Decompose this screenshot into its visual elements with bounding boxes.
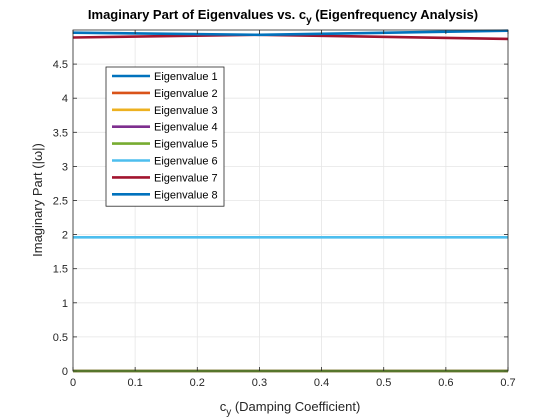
y-tick-label: 4.5 xyxy=(53,59,68,71)
x-axis-label-tail: (Damping Coefficient) xyxy=(231,399,360,414)
legend: Eigenvalue 1 Eigenvalue 2 Eigenvalue 3 Eige… xyxy=(105,66,225,207)
legend-item-eigenvalue-2: Eigenvalue 2 xyxy=(112,88,218,100)
chart-title-subscript: y xyxy=(306,15,312,26)
legend-label: Eigenvalue 8 xyxy=(154,189,218,201)
y-tick-label: 2 xyxy=(62,230,68,242)
x-tick-label: 0.1 xyxy=(127,377,142,389)
legend-label: Eigenvalue 6 xyxy=(154,156,218,168)
y-tick-label: 4 xyxy=(62,93,68,105)
x-axis-label-main: c xyxy=(220,399,227,414)
legend-label: Eigenvalue 7 xyxy=(154,172,218,184)
legend-label: Eigenvalue 2 xyxy=(154,88,218,100)
y-tick-label: 0.5 xyxy=(53,332,68,344)
x-tick-label: 0.4 xyxy=(314,377,329,389)
legend-item-eigenvalue-3: Eigenvalue 3 xyxy=(112,105,218,117)
y-tick-label: 2.5 xyxy=(53,196,68,208)
axis-ticks: 0 0.1 0.2 0.3 0.4 0.5 0.6 0.7 0 0.5 1 1.5 2 2.5 3 3.5 4 4… xyxy=(53,30,516,389)
legend-item-eigenvalue-4: Eigenvalue 4 xyxy=(112,122,218,134)
legend-item-eigenvalue-5: Eigenvalue 5 xyxy=(112,139,218,151)
legend-box xyxy=(105,66,225,207)
chart-title-tail: (Eigenfrequency Analysis) xyxy=(312,7,478,22)
y-tick-label: 1.5 xyxy=(53,264,68,276)
y-tick-label: 0 xyxy=(62,366,68,378)
x-tick-label: 0 xyxy=(70,377,76,389)
legend-item-eigenvalue-1: Eigenvalue 1 xyxy=(112,71,218,83)
legend-label: Eigenvalue 3 xyxy=(154,105,218,117)
y-tick-label: 3 xyxy=(62,161,68,173)
x-tick-label: 0.7 xyxy=(500,377,515,389)
legend-item-eigenvalue-7: Eigenvalue 7 xyxy=(112,172,218,184)
legend-label: Eigenvalue 5 xyxy=(154,139,218,151)
y-axis-label: Imaginary Part (|ω|) xyxy=(30,143,45,257)
legend-item-eigenvalue-8: Eigenvalue 8 xyxy=(112,189,218,201)
chart-title: Imaginary Part of Eigenvalues vs. cy (Ei… xyxy=(88,7,478,26)
legend-label: Eigenvalue 1 xyxy=(154,71,218,83)
y-tick-label: 1 xyxy=(62,298,68,310)
x-tick-label: 0.6 xyxy=(438,377,453,389)
x-axis-label-subscript: y xyxy=(226,407,231,418)
legend-label: Eigenvalue 4 xyxy=(154,122,218,134)
x-tick-label: 0.3 xyxy=(252,377,267,389)
y-tick-label: 3.5 xyxy=(53,127,68,139)
x-tick-label: 0.5 xyxy=(376,377,391,389)
x-axis-label: cy (Damping Coefficient) xyxy=(220,399,361,418)
chart-title-main: Imaginary Part of Eigenvalues vs. c xyxy=(88,7,306,22)
x-tick-label: 0.2 xyxy=(190,377,205,389)
legend-item-eigenvalue-6: Eigenvalue 6 xyxy=(112,156,218,168)
